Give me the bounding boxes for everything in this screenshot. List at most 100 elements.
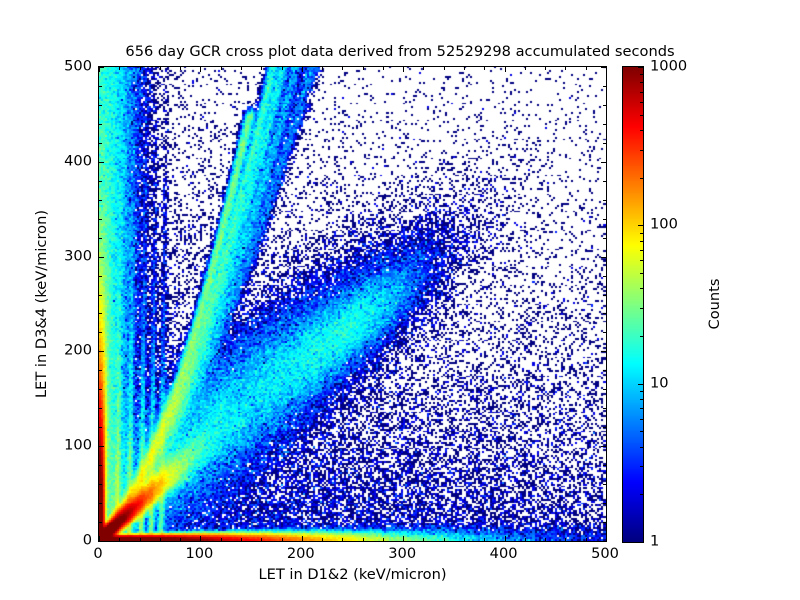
x-tick-400 (504, 67, 506, 72)
x-minor-tick (362, 538, 364, 541)
x-tick-400 (504, 536, 506, 541)
y-minor-tick (603, 465, 606, 467)
y-tick-0 (601, 541, 606, 542)
y-minor-tick (99, 484, 102, 486)
x-minor-tick (464, 538, 466, 541)
x-minor-tick (362, 67, 364, 70)
colorbar-minor-tick (640, 431, 643, 433)
x-tick-300 (403, 67, 405, 72)
y-tick-400 (601, 161, 606, 163)
y-tick-label-200: 200 (64, 341, 92, 359)
colorbar-minor-tick (640, 130, 643, 131)
x-minor-tick (281, 67, 283, 70)
x-minor-tick (240, 67, 242, 70)
x-minor-tick (524, 67, 526, 70)
x-minor-tick (382, 67, 384, 70)
colorbar-tick-label-10: 10 (650, 374, 669, 392)
colorbar-minor-tick (640, 74, 643, 76)
y-minor-tick (99, 332, 102, 334)
x-tick-label-200: 200 (286, 545, 315, 562)
y-minor-tick (603, 142, 606, 144)
colorbar-label: Counts (706, 278, 723, 330)
x-minor-tick (180, 67, 182, 70)
y-minor-tick (99, 104, 102, 106)
colorbar-minor-tick (640, 177, 643, 179)
x-minor-tick (382, 538, 384, 541)
x-minor-tick (261, 67, 263, 70)
colorbar-tick-label-1000: 1000 (650, 57, 688, 75)
x-minor-tick (119, 538, 121, 541)
x-minor-tick (585, 67, 587, 70)
x-tick-200 (301, 67, 303, 72)
colorbar-minor-tick (640, 102, 643, 104)
colorbar-minor-tick (640, 260, 643, 262)
y-minor-tick (603, 85, 606, 87)
x-minor-tick (220, 538, 222, 541)
y-minor-tick (99, 408, 102, 410)
y-minor-tick (603, 275, 606, 277)
x-minor-tick (423, 67, 425, 70)
y-minor-tick (99, 427, 102, 429)
x-minor-tick (464, 67, 466, 70)
colorbar-minor-tick (640, 390, 643, 392)
x-tick-0 (99, 536, 100, 541)
colorbar-tick-label-1: 1 (650, 532, 660, 550)
y-tick-500 (99, 67, 104, 68)
y-minor-tick (99, 522, 102, 524)
y-minor-tick (603, 522, 606, 524)
colorbar-tick-1000 (638, 67, 643, 68)
colorbar-minor-tick (640, 408, 643, 410)
x-tick-label-0: 0 (93, 545, 103, 562)
y-tick-100 (601, 446, 606, 448)
y-minor-tick (99, 199, 102, 201)
x-minor-tick (443, 67, 445, 70)
y-tick-label-300: 300 (64, 247, 92, 265)
colorbar-tick-1 (638, 542, 643, 543)
y-minor-tick (99, 313, 102, 315)
y-minor-tick (99, 389, 102, 391)
y-minor-tick (99, 180, 102, 182)
x-axis-label: LET in D1&2 (keV/micron) (258, 566, 447, 583)
y-minor-tick (603, 408, 606, 410)
y-minor-tick (603, 123, 606, 125)
y-minor-tick (99, 370, 102, 372)
y-minor-tick (99, 465, 102, 467)
x-tick-0 (99, 67, 100, 72)
x-minor-tick (281, 538, 283, 541)
y-tick-500 (601, 67, 606, 68)
x-minor-tick (322, 67, 324, 70)
colorbar-minor-tick (640, 240, 643, 242)
y-minor-tick (603, 104, 606, 106)
colorbar-minor-tick (640, 308, 643, 310)
x-minor-tick (484, 538, 486, 541)
x-minor-tick (342, 538, 344, 541)
y-minor-tick (603, 503, 606, 505)
y-tick-label-100: 100 (64, 436, 92, 454)
x-minor-tick (159, 67, 161, 70)
colorbar-minor-tick (640, 232, 643, 234)
x-minor-tick (322, 538, 324, 541)
x-minor-tick (524, 538, 526, 541)
y-tick-300 (99, 256, 104, 258)
x-minor-tick (484, 67, 486, 70)
x-tick-label-400: 400 (489, 545, 518, 562)
y-minor-tick (603, 237, 606, 239)
y-minor-tick (99, 294, 102, 296)
x-tick-label-300: 300 (388, 545, 417, 562)
colorbar-minor-tick (640, 91, 643, 93)
y-tick-300 (601, 256, 606, 258)
y-tick-100 (99, 446, 104, 448)
colorbar-minor-tick (640, 494, 643, 496)
y-minor-tick (603, 218, 606, 220)
colorbar-minor-tick (640, 272, 643, 274)
colorbar-minor-tick (640, 418, 643, 420)
x-tick-100 (200, 536, 202, 541)
x-tick-100 (200, 67, 202, 72)
x-minor-tick (159, 538, 161, 541)
x-minor-tick (423, 538, 425, 541)
y-minor-tick (603, 370, 606, 372)
x-minor-tick (565, 67, 567, 70)
x-minor-tick (180, 538, 182, 541)
y-tick-label-0: 0 (82, 531, 92, 549)
